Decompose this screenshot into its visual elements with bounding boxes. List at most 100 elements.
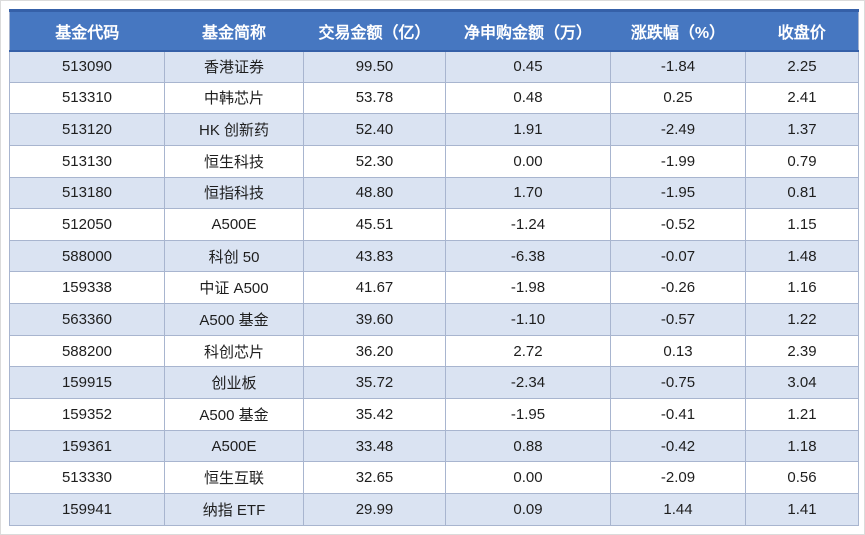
- cell-amount: 48.80: [303, 176, 446, 210]
- table-row: 563360 A500 基金 39.60 -1.10 -0.57 1.22: [9, 303, 859, 336]
- table-row: 513130 恒生科技 52.30 0.00 -1.99 0.79: [9, 144, 859, 178]
- table-row: 159361 A500E 33.48 0.88 -0.42 1.18: [9, 429, 859, 463]
- cell-close: 1.16: [745, 271, 859, 305]
- cell-name: 纳指 ETF: [164, 492, 304, 526]
- cell-amount: 29.99: [303, 492, 446, 526]
- cell-net_purchase: 1.70: [445, 176, 611, 210]
- cell-code: 588000: [9, 239, 165, 273]
- cell-code: 159361: [9, 429, 165, 463]
- cell-name: 科创 50: [164, 239, 304, 273]
- cell-close: 1.18: [745, 429, 859, 463]
- column-header-amount: 交易金额（亿）: [303, 9, 446, 52]
- cell-amount: 45.51: [303, 208, 446, 241]
- table-row: 513310 中韩芯片 53.78 0.48 0.25 2.41: [9, 81, 859, 115]
- cell-amount: 33.48: [303, 429, 446, 463]
- cell-change_pct: 0.13: [610, 334, 746, 368]
- table-row: 159941 纳指 ETF 29.99 0.09 1.44 1.41: [9, 492, 859, 526]
- cell-amount: 39.60: [303, 303, 446, 336]
- cell-close: 1.15: [745, 208, 859, 241]
- cell-code: 513120: [9, 113, 165, 146]
- cell-amount: 32.65: [303, 461, 446, 494]
- cell-change_pct: -0.75: [610, 366, 746, 400]
- cell-change_pct: -1.99: [610, 144, 746, 178]
- cell-net_purchase: 0.00: [445, 144, 611, 178]
- cell-amount: 36.20: [303, 334, 446, 368]
- cell-change_pct: -0.52: [610, 208, 746, 241]
- cell-name: 恒生互联: [164, 461, 304, 494]
- table-row: 159338 中证 A500 41.67 -1.98 -0.26 1.16: [9, 271, 859, 305]
- cell-close: 1.41: [745, 492, 859, 526]
- cell-code: 513330: [9, 461, 165, 494]
- cell-close: 1.21: [745, 398, 859, 431]
- cell-net_purchase: 0.09: [445, 492, 611, 526]
- cell-code: 563360: [9, 303, 165, 336]
- table-row: 513120 HK 创新药 52.40 1.91 -2.49 1.37: [9, 113, 859, 146]
- cell-name: HK 创新药: [164, 113, 304, 146]
- cell-name: 科创芯片: [164, 334, 304, 368]
- cell-close: 1.48: [745, 239, 859, 273]
- cell-name: 香港证券: [164, 50, 304, 83]
- cell-code: 513130: [9, 144, 165, 178]
- fund-table: 基金代码 基金简称 交易金额（亿） 净申购金额（万） 涨跌幅（%） 收盘价 513090 香…: [9, 9, 859, 526]
- cell-close: 0.79: [745, 144, 859, 178]
- cell-net_purchase: 0.00: [445, 461, 611, 494]
- table-row: 159915 创业板 35.72 -2.34 -0.75 3.04: [9, 366, 859, 400]
- cell-name: 中证 A500: [164, 271, 304, 305]
- cell-name: 创业板: [164, 366, 304, 400]
- cell-code: 159352: [9, 398, 165, 431]
- cell-code: 159915: [9, 366, 165, 400]
- column-header-code: 基金代码: [9, 9, 165, 52]
- cell-code: 513180: [9, 176, 165, 210]
- cell-close: 3.04: [745, 366, 859, 400]
- column-header-net_purchase: 净申购金额（万）: [445, 9, 611, 52]
- cell-net_purchase: -1.10: [445, 303, 611, 336]
- cell-net_purchase: 1.91: [445, 113, 611, 146]
- cell-amount: 41.67: [303, 271, 446, 305]
- column-header-name: 基金简称: [164, 9, 304, 52]
- column-header-change_pct: 涨跌幅（%）: [610, 9, 746, 52]
- table-row: 588200 科创芯片 36.20 2.72 0.13 2.39: [9, 334, 859, 368]
- cell-change_pct: -0.57: [610, 303, 746, 336]
- cell-change_pct: -1.84: [610, 50, 746, 83]
- cell-net_purchase: -1.24: [445, 208, 611, 241]
- cell-change_pct: -0.26: [610, 271, 746, 305]
- cell-close: 2.39: [745, 334, 859, 368]
- cell-name: 恒指科技: [164, 176, 304, 210]
- cell-amount: 52.40: [303, 113, 446, 146]
- table-row: 513330 恒生互联 32.65 0.00 -2.09 0.56: [9, 461, 859, 494]
- table-row: 513090 香港证券 99.50 0.45 -1.84 2.25: [9, 50, 859, 83]
- cell-net_purchase: -1.98: [445, 271, 611, 305]
- cell-name: A500 基金: [164, 303, 304, 336]
- cell-net_purchase: -1.95: [445, 398, 611, 431]
- cell-close: 1.22: [745, 303, 859, 336]
- cell-net_purchase: 0.48: [445, 81, 611, 115]
- table-row: 159352 A500 基金 35.42 -1.95 -0.41 1.21: [9, 398, 859, 431]
- cell-amount: 43.83: [303, 239, 446, 273]
- cell-code: 512050: [9, 208, 165, 241]
- cell-change_pct: -0.07: [610, 239, 746, 273]
- cell-name: A500E: [164, 208, 304, 241]
- cell-change_pct: -2.09: [610, 461, 746, 494]
- cell-change_pct: -0.41: [610, 398, 746, 431]
- cell-code: 159338: [9, 271, 165, 305]
- cell-name: 中韩芯片: [164, 81, 304, 115]
- cell-close: 2.25: [745, 50, 859, 83]
- cell-name: A500E: [164, 429, 304, 463]
- cell-change_pct: 1.44: [610, 492, 746, 526]
- cell-net_purchase: -2.34: [445, 366, 611, 400]
- cell-change_pct: 0.25: [610, 81, 746, 115]
- cell-close: 0.56: [745, 461, 859, 494]
- cell-change_pct: -0.42: [610, 429, 746, 463]
- cell-code: 513310: [9, 81, 165, 115]
- column-header-close: 收盘价: [745, 9, 859, 52]
- cell-net_purchase: -6.38: [445, 239, 611, 273]
- cell-code: 159941: [9, 492, 165, 526]
- cell-amount: 99.50: [303, 50, 446, 83]
- cell-amount: 35.72: [303, 366, 446, 400]
- cell-close: 2.41: [745, 81, 859, 115]
- cell-code: 588200: [9, 334, 165, 368]
- table-row: 588000 科创 50 43.83 -6.38 -0.07 1.48: [9, 239, 859, 273]
- cell-change_pct: -2.49: [610, 113, 746, 146]
- cell-code: 513090: [9, 50, 165, 83]
